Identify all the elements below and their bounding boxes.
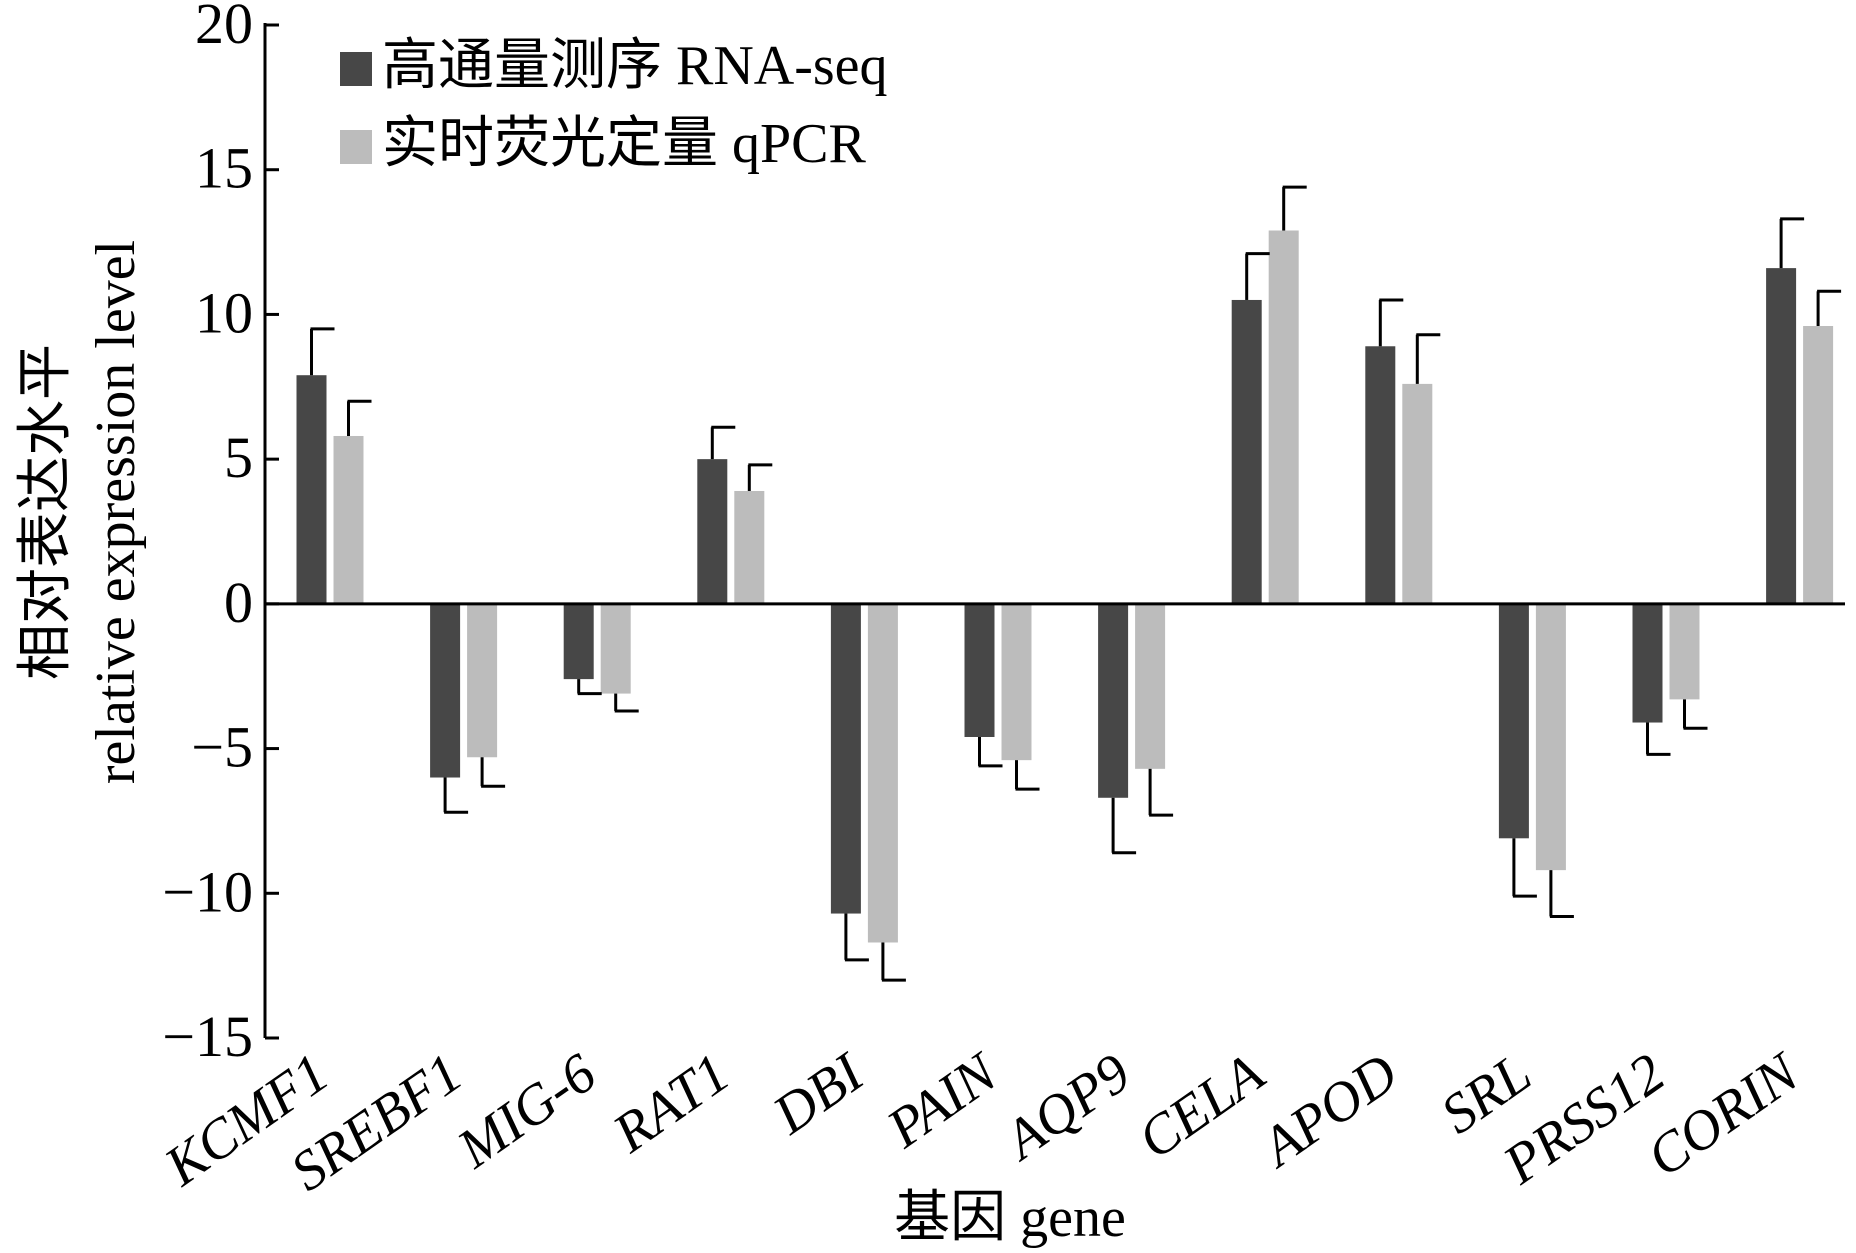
bar — [430, 603, 461, 778]
bar — [1098, 603, 1129, 798]
bar — [697, 459, 728, 604]
category-label: APOD — [1248, 1042, 1409, 1181]
bar — [867, 603, 898, 943]
x-axis-title: 基因 gene — [894, 1187, 1126, 1248]
bar — [296, 375, 327, 604]
y-axis-title-line1: 相对表达水平 — [15, 344, 77, 680]
legend-swatch — [340, 52, 372, 86]
legend-label: 高通量测序 RNA-seq — [382, 35, 888, 97]
bar — [1669, 603, 1700, 700]
category-label: AQP9 — [991, 1042, 1142, 1174]
legend-swatch — [340, 130, 372, 164]
bar — [1803, 326, 1834, 604]
category-label: RAT1 — [602, 1042, 741, 1165]
y-tick-label: 5 — [224, 425, 253, 490]
bar — [1268, 230, 1299, 604]
bar — [1402, 383, 1433, 604]
y-tick-label: 20 — [195, 0, 253, 56]
bar — [734, 490, 765, 604]
bar — [1135, 603, 1166, 769]
bar — [1766, 268, 1797, 604]
category-label: DBI — [762, 1041, 877, 1147]
bar — [1231, 299, 1262, 604]
category-label: MIG-6 — [446, 1042, 607, 1181]
bar — [1498, 603, 1529, 839]
bar — [333, 435, 364, 604]
bar — [1535, 603, 1566, 871]
y-tick-label: −15 — [162, 1004, 253, 1069]
y-tick-label: 10 — [195, 280, 253, 345]
bar — [1001, 603, 1032, 761]
category-label: PAIN — [876, 1040, 1011, 1160]
bar — [830, 603, 861, 914]
bar — [563, 603, 594, 680]
bar — [1365, 346, 1396, 604]
category-label: CORIN — [1636, 1040, 1811, 1189]
bar — [964, 603, 995, 737]
y-tick-label: 0 — [224, 570, 253, 635]
category-label: CELA — [1127, 1042, 1275, 1172]
bar — [1632, 603, 1663, 723]
y-tick-label: −5 — [191, 715, 253, 780]
y-tick-label: −10 — [162, 859, 253, 924]
y-tick-label: 15 — [195, 136, 253, 201]
y-axis-title-line2: relative expression level — [85, 240, 147, 784]
legend-label: 实时荧光定量 qPCR — [382, 113, 866, 175]
bar — [467, 603, 498, 758]
bar — [600, 603, 631, 694]
